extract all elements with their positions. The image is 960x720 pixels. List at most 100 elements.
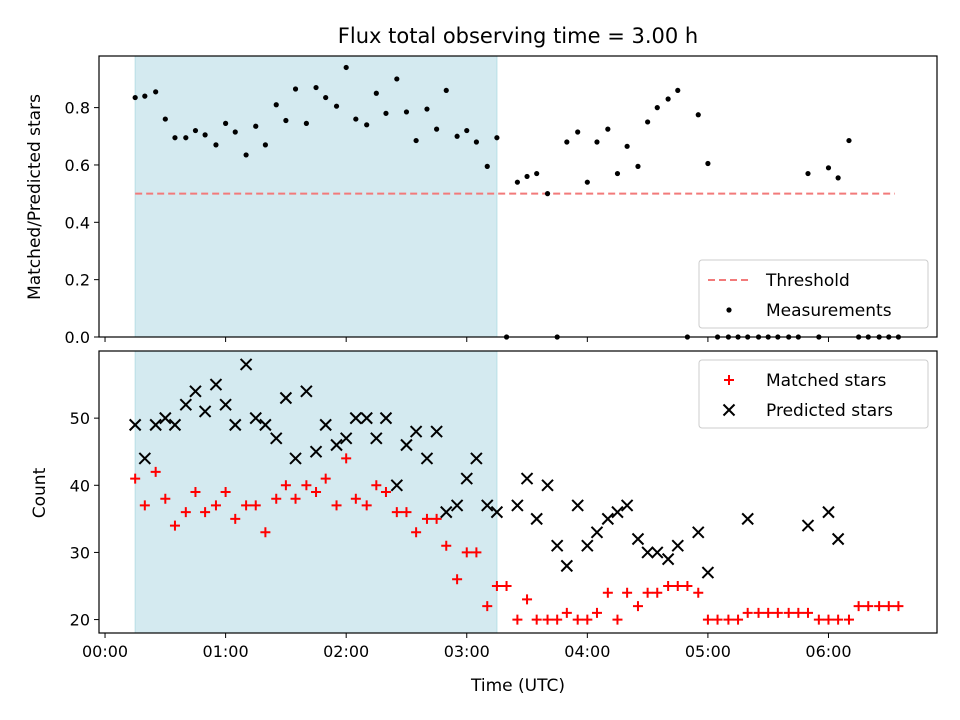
measurement-point [575,129,581,135]
measurement-point [825,165,832,171]
matched-star-point [572,614,583,625]
y-tick-label: 0.4 [65,213,90,232]
predicted-star-point [470,452,483,465]
matched-star-point [290,493,301,504]
measurement-point [605,126,611,132]
predicted-star-point [379,411,393,425]
matched-star-point [401,507,412,518]
matched-star-point [180,507,191,518]
measurement-point [383,110,389,116]
predicted-star-point [420,452,434,465]
matched-star-point [853,601,864,612]
predicted-star-point [581,539,594,552]
predicted-star-point [440,505,453,519]
matched-star-point [431,513,442,524]
matched-star-point [241,500,252,511]
y-tick-label: 0.8 [65,99,90,118]
measurement-point [484,163,490,169]
predicted-star-point [400,438,413,452]
matched-star-point [693,587,704,598]
matched-star-point [612,614,623,625]
predicted-star-point [671,539,684,552]
measurement-point [292,86,299,92]
axes-frame [98,55,938,338]
top-panel: 0.0 0.2 0.4 0.6 0.8 Threshold Measurements [65,55,938,347]
predicted-star-point [460,472,473,485]
matched-star-point [874,601,885,612]
y-tick-label: 40 [70,476,90,495]
predicted-star-point [409,425,423,438]
legend-measurement-key [726,307,732,313]
y-tick-label: 0.2 [65,271,90,290]
matched-star-point [802,607,813,618]
matched-star-point [331,500,342,511]
matched-star-point [441,540,452,551]
measurement-point [183,135,189,141]
legend-box [698,259,929,329]
measurement-point [283,117,289,124]
matched-star-point [380,487,391,497]
measurement-point [635,163,641,169]
matched-star-point [130,473,141,484]
matched-star-point [742,607,753,618]
matched-star-point [471,547,482,558]
predicted-star-point [701,566,715,579]
matched-star-point [160,493,171,504]
legend-label: Matched stars [766,371,886,391]
matched-star-point [672,581,683,591]
measurement-point [443,87,449,94]
measurement-point [232,129,238,135]
matched-star-point [169,520,180,531]
measurement-point [253,123,259,129]
measurement-point [654,105,660,111]
matched-star-point [461,547,472,558]
measurement-point [594,139,600,145]
matched-star-point [391,507,402,518]
x-tick-label: 05:00 [685,642,731,661]
predicted-star-point [270,432,283,445]
x-tick-label: 01:00 [203,642,249,661]
measurement-point [544,191,551,197]
predicted-star-point [339,432,353,445]
measurement-point [243,152,249,158]
predicted-star-point [198,405,212,418]
predicted-star-point [279,391,293,405]
predicted-star-point [330,438,343,452]
predicted-star-point [692,526,705,539]
legend-matched-key [724,375,734,385]
matched-star-point [753,607,764,618]
measurement-point [624,143,630,149]
matched-star-point [280,480,291,491]
matched-star-point [200,507,211,518]
matched-star-point [632,601,643,612]
measurement-point [192,127,199,134]
predicted-star-point [741,512,754,526]
y-tick-label: 50 [70,409,90,428]
measurement-point [142,93,148,99]
matched-star-point [491,581,502,591]
predicted-star-point [259,418,272,432]
matched-star-point [341,453,352,464]
y-tick-label: 30 [70,543,90,562]
y-tick-label: 0.6 [65,156,90,175]
measurement-point [805,170,811,177]
measurement-point [213,142,219,148]
predicted-star-point [530,512,543,526]
legend-label: Measurements [766,301,892,321]
predicted-star-point [490,505,504,519]
legend-predicted-key [722,403,736,417]
x-tick-label: 02:00 [323,642,369,661]
matched-star-point [863,601,874,612]
measurement-point [846,137,852,144]
matched-star-point [652,587,663,598]
legend-box [698,359,929,429]
measurement-point [353,116,359,122]
matched-star-point [301,480,312,491]
matched-star-point [220,487,231,497]
matched-star-point [210,500,221,511]
axes-frame [98,350,938,634]
x-tick-label: 03:00 [444,642,490,661]
figure-title: Flux total observing time = 3.00 h [338,24,698,48]
predicted-star-point [239,358,253,371]
y-tick-label: 0.0 [65,328,90,347]
